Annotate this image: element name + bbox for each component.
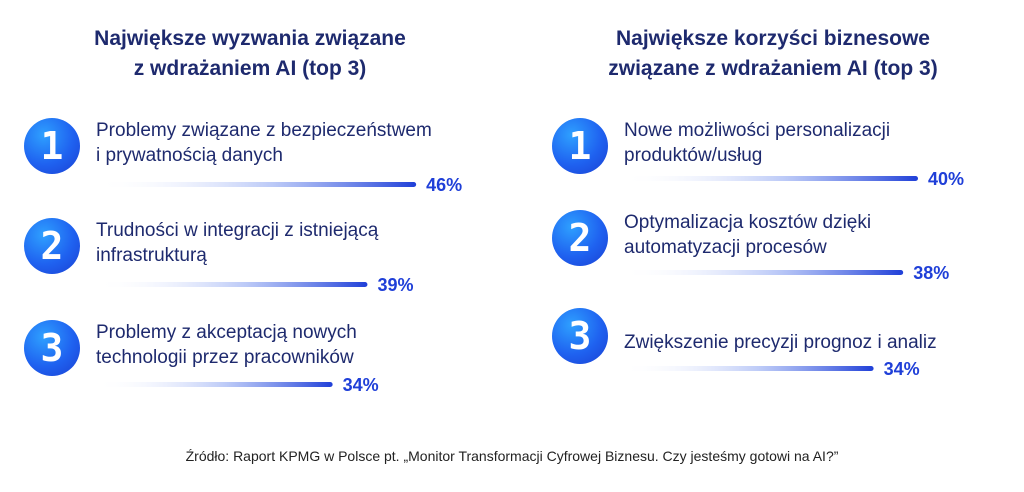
- benefits-bars: 40% 38% 34%: [622, 169, 964, 379]
- challenge-value-label-3: 34%: [343, 375, 379, 395]
- benefit-label: Zwiększenie precyzji prognoz i analiz: [624, 332, 937, 353]
- challenge-value-label-2: 39%: [377, 275, 413, 295]
- challenges-title: Największe wyzwania związane z wdrażanie…: [94, 27, 406, 80]
- rank-badge: 2: [552, 210, 608, 266]
- challenge-label: Problemy związane z bezpieczeństwem i pr…: [96, 120, 432, 166]
- rank-badge: 2: [24, 218, 80, 274]
- rank-badge: 1: [24, 118, 80, 174]
- challenge-label: Problemy z akceptacją nowych technologii…: [96, 322, 357, 368]
- challenge-value-label-1: 46%: [426, 175, 462, 195]
- challenge-label: Trudności w integracji z istniejącą infr…: [96, 220, 379, 266]
- benefit-label: Nowe możliwości personalizacji produktów…: [624, 120, 891, 166]
- challenge-bar-1: [96, 182, 417, 187]
- benefit-label: Optymalizacja kosztów dzięki automatyzac…: [624, 212, 872, 258]
- benefit-value-label-3: 34%: [884, 359, 920, 379]
- benefit-bar-1: [622, 176, 918, 181]
- benefit-value-label-1: 40%: [928, 169, 964, 189]
- benefit-bar-2: [622, 270, 904, 275]
- challenge-bar-3: [96, 382, 333, 387]
- challenge-bar-2: [96, 282, 368, 287]
- rank-badge: 3: [552, 308, 608, 364]
- benefit-value-label-2: 38%: [913, 263, 949, 283]
- benefit-bar-3: [622, 366, 874, 371]
- challenges-bars: 46% 39% 34%: [96, 175, 462, 395]
- benefits-title: Największe korzyści biznesowe związane z…: [608, 27, 938, 80]
- rank-badge: 3: [24, 320, 80, 376]
- source-note: Źródło: Raport KPMG w Polsce pt. „Monito…: [185, 448, 839, 464]
- rank-badge: 1: [552, 118, 608, 174]
